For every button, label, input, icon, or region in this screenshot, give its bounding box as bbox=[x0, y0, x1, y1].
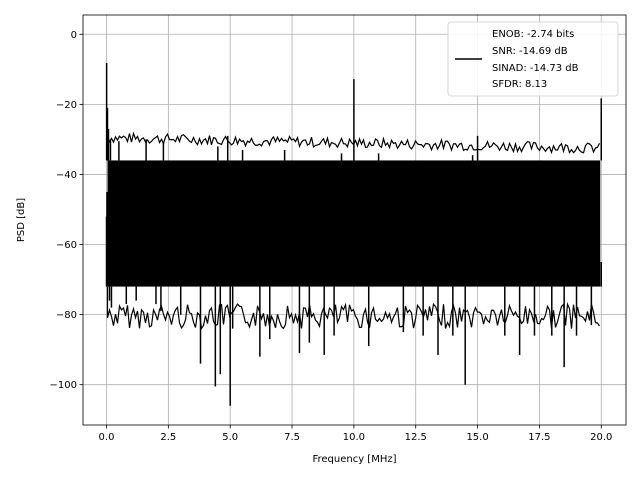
x-tick-label: 17.5 bbox=[528, 432, 550, 443]
legend-entry-sinad: SINAD: -14.73 dB bbox=[492, 63, 579, 74]
legend: ENOB: -2.74 bits SNR: -14.69 dB SINAD: -… bbox=[447, 21, 619, 97]
noise-lower-envelope bbox=[106, 286, 601, 330]
x-tick-label: 12.5 bbox=[405, 432, 427, 443]
y-tick-label: −20 bbox=[56, 100, 77, 111]
legend-box bbox=[447, 21, 619, 97]
y-axis-ticks: 0 −20 −40 −60 −80 −100 bbox=[50, 30, 83, 391]
x-tick-label: 0.0 bbox=[99, 432, 115, 443]
x-tick-label: 5.0 bbox=[222, 432, 238, 443]
x-tick-label: 15.0 bbox=[466, 432, 488, 443]
plot-frame bbox=[82, 14, 627, 426]
legend-entry-snr: SNR: -14.69 dB bbox=[492, 46, 568, 57]
x-axis-label: Frequency [MHz] bbox=[312, 454, 396, 465]
y-tick-label: −100 bbox=[50, 380, 77, 391]
y-tick-label: −80 bbox=[56, 310, 77, 321]
x-tick-label: 7.5 bbox=[284, 432, 300, 443]
x-tick-label: 20.0 bbox=[590, 432, 612, 443]
noise-upper-envelope bbox=[106, 131, 601, 161]
x-tick-label: 10.0 bbox=[343, 432, 365, 443]
legend-entry-sfdr: SFDR: 8.13 bbox=[492, 79, 547, 90]
x-tick-label: 2.5 bbox=[160, 432, 176, 443]
y-tick-label: −40 bbox=[56, 170, 77, 181]
x-axis-ticks: 0.0 2.5 5.0 7.5 10.0 12.5 15.0 17.5 20.0 bbox=[99, 425, 612, 443]
y-axis-label: PSD [dB] bbox=[16, 198, 27, 242]
psd-series bbox=[105, 63, 603, 406]
y-tick-label: −60 bbox=[56, 240, 77, 251]
y-tick-label: 0 bbox=[71, 30, 77, 41]
legend-entry-enob: ENOB: -2.74 bits bbox=[492, 29, 574, 40]
